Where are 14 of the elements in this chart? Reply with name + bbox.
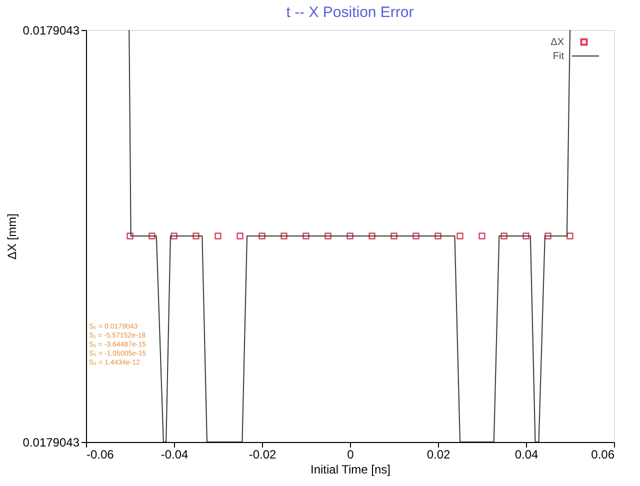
chart-title: t -- X Position Error bbox=[286, 4, 414, 21]
y-tick-label: 0.0179043 bbox=[22, 24, 80, 38]
x-tick-label: -0.04 bbox=[160, 448, 188, 462]
legend-label: Fit bbox=[552, 51, 564, 62]
y-tick-label: 0.0179043 bbox=[22, 436, 80, 450]
y-axis-title: ΔX [mm] bbox=[4, 213, 19, 260]
x-tick-label: 0.02 bbox=[426, 448, 450, 462]
x-tick-label: 0.04 bbox=[514, 448, 538, 462]
x-tick-label: -0.02 bbox=[248, 448, 276, 462]
x-tick-label: 0 bbox=[347, 448, 354, 462]
x-tick-label: 0.06 bbox=[591, 448, 615, 462]
x-axis-title: Initial Time [ns] bbox=[310, 462, 391, 476]
x-tick-label: -0.06 bbox=[86, 448, 114, 462]
legend-label: ΔX bbox=[550, 37, 564, 48]
